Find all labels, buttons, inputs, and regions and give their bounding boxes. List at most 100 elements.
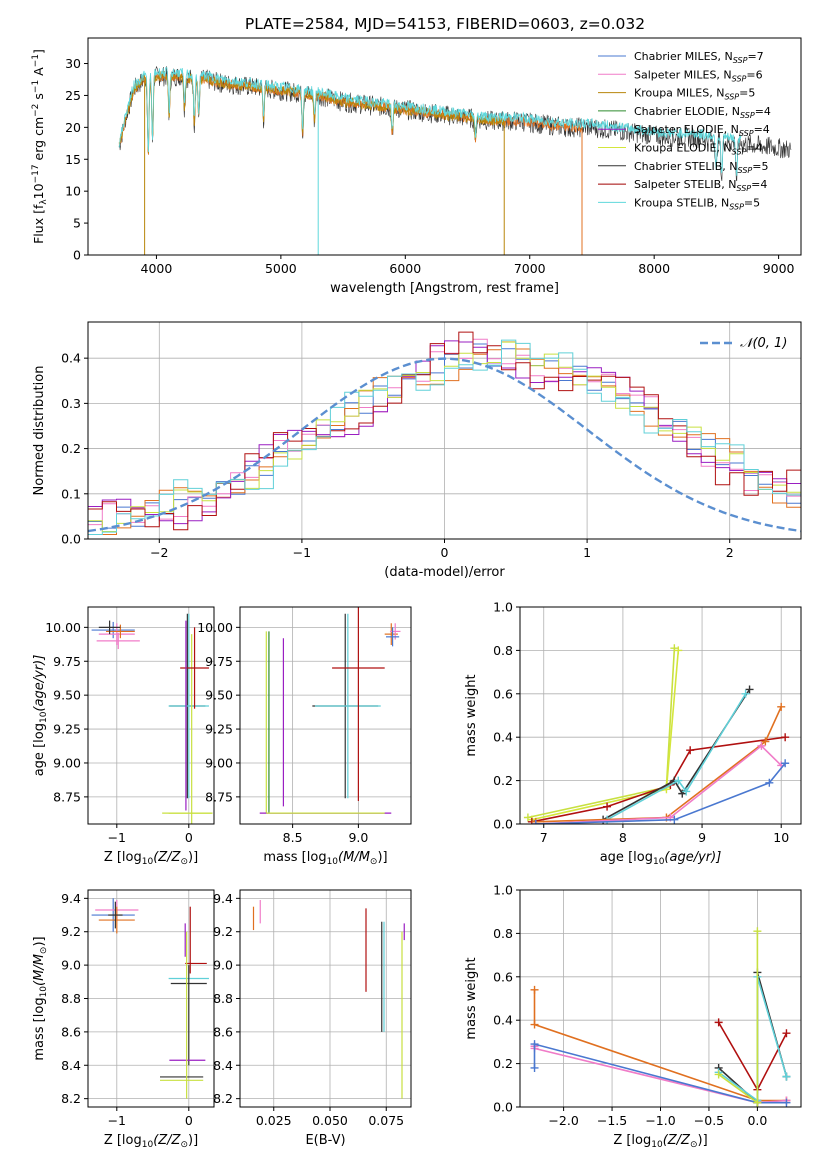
y-tick-label: 0.4 — [493, 730, 513, 745]
plot-area — [240, 607, 411, 824]
legend-entry: Salpeter STELIB, NSSP=4 — [634, 178, 767, 193]
panel-mass-vs-EBV: 0.025 0.050 0.075 8.2 8.4 8.6 8.8 9.0 9.2 9.4 E(B-… — [213, 889, 412, 1148]
x-tick-label: −2 — [150, 545, 168, 560]
data-point — [745, 685, 754, 694]
y-tick-label: 8.75 — [205, 789, 233, 804]
legend-entry: Chabrier ELODIE, NSSP=4 — [634, 105, 771, 120]
x-axis-label: (data-model)/error — [384, 565, 505, 580]
y-tick-label: 0.1 — [61, 486, 81, 501]
data-point — [714, 1018, 723, 1027]
x-tick-label: 8000 — [638, 261, 670, 276]
x-axis-label: Z [log10(Z/Z⊙)] — [104, 850, 198, 867]
data-point — [531, 820, 540, 824]
legend-entry: 𝒩(0, 1) — [740, 336, 787, 351]
y-tick-label: 0.8 — [493, 926, 513, 941]
x-tick-label: 0.050 — [312, 1113, 348, 1128]
y-tick-label: 1.0 — [493, 883, 513, 898]
panel-histogram: −2 −1 0 1 2 0.0 0.1 0.2 0.3 0.4 (data-model)/error… — [32, 321, 802, 580]
y-axis-label: Normed distribution — [32, 366, 47, 496]
y-tick-label: 9.0 — [61, 958, 81, 973]
y-tick-label: 0.6 — [493, 969, 513, 984]
data-point — [530, 1063, 539, 1072]
series-line — [531, 736, 786, 823]
x-tick-label: 9 — [698, 830, 706, 845]
y-tick-label: 0.0 — [493, 817, 513, 832]
data-point — [765, 778, 774, 787]
x-tick-label: 10 — [773, 830, 789, 845]
data-point — [682, 787, 691, 796]
x-tick-label: 7 — [540, 830, 548, 845]
y-axis-label: mass weight — [464, 957, 479, 1039]
x-tick-label: 8.5 — [283, 830, 303, 845]
y-tick-label: 0 — [73, 248, 81, 263]
y-tick-label: 9.75 — [205, 654, 233, 669]
x-tick-label: −1.5 — [597, 1113, 627, 1128]
plot-area — [88, 890, 214, 1107]
legend-entry: Kroupa MILES, NSSP=5 — [634, 87, 755, 102]
y-axis-label: mass weight — [464, 674, 479, 756]
y-tick-label: 10.00 — [45, 620, 81, 635]
data-point — [530, 985, 539, 994]
legend-entry: Chabrier MILES, NSSP=7 — [634, 50, 764, 65]
data-point — [670, 815, 679, 824]
data-point — [781, 759, 790, 768]
plot-area — [520, 607, 801, 824]
x-axis-label: Z [log10(Z/Z⊙)] — [613, 1133, 707, 1150]
y-tick-label: 0.2 — [61, 441, 81, 456]
x-tick-label: 0 — [441, 545, 449, 560]
legend-entry: Kroupa STELIB, NSSP=5 — [634, 196, 760, 211]
data-point — [753, 927, 762, 936]
x-tick-label: 1 — [583, 545, 591, 560]
x-tick-label: 0.0 — [747, 1113, 767, 1128]
x-tick-label: 4000 — [141, 261, 173, 276]
data-point — [530, 1020, 539, 1029]
y-tick-label: 9.2 — [213, 924, 233, 939]
figure-title: PLATE=2584, MJD=54153, FIBERID=0603, z=0… — [245, 15, 645, 33]
panel-spectrum: 4000 5000 6000 7000 8000 9000 0 5 10 15 20 25 30 wave… — [31, 37, 802, 296]
plot-area — [118, 65, 792, 255]
y-tick-label: 0.0 — [493, 1100, 513, 1115]
data-point — [674, 646, 683, 655]
plot-area — [88, 322, 801, 539]
x-tick-label: 6000 — [389, 261, 421, 276]
x-tick-label: −1 — [108, 1113, 126, 1128]
axes-frame — [519, 606, 802, 825]
y-tick-label: 0.4 — [61, 351, 81, 366]
series-line — [535, 706, 782, 823]
y-tick-label: 9.25 — [53, 722, 81, 737]
data-point — [674, 776, 683, 785]
plot-area — [520, 890, 801, 1107]
series-line — [535, 744, 782, 824]
data-point — [777, 702, 786, 711]
histogram-series — [88, 331, 801, 531]
y-tick-label: 8.6 — [61, 1024, 81, 1039]
y-axis-label: Flux [fλ10−17 erg cm−2 s−1 A−1] — [31, 49, 49, 244]
legend-entry: Kroupa ELODIE, NSSP=4 — [634, 142, 763, 157]
y-tick-label: 8.2 — [213, 1091, 233, 1106]
plot-area — [240, 890, 411, 1107]
x-tick-label: 0.075 — [368, 1113, 404, 1128]
x-axis-label: Z [log10(Z/Z⊙)] — [104, 1133, 198, 1150]
x-tick-label: 2 — [726, 545, 734, 560]
y-tick-label: 0.2 — [493, 773, 513, 788]
histogram-series — [88, 343, 801, 529]
y-tick-label: 9.0 — [213, 958, 233, 973]
y-tick-label: 8.4 — [213, 1058, 233, 1073]
y-tick-label: 30 — [65, 56, 81, 71]
panel-weight-vs-Z: −2.0 −1.5 −1.0 −0.5 0.0 0.0 0.2 0.4 0.6 0.8 1.0 Z [… — [464, 883, 802, 1150]
x-tick-label: 8 — [619, 830, 627, 845]
data-point — [781, 733, 790, 742]
x-axis-label: age [log10(age/yr)] — [600, 850, 722, 867]
panel-age-vs-Z: −1 0 8.75 9.00 9.25 9.50 9.75 10.00 Z [log10(Z/Z… — [32, 606, 215, 867]
series-line — [533, 989, 787, 1102]
panel-mass-vs-Z: −1 0 8.2 8.4 8.6 8.8 9.0 9.2 9.4 Z [log10(Z/Z⊙)] m… — [32, 889, 215, 1150]
data-point — [603, 802, 612, 811]
data-point — [753, 1098, 762, 1107]
panel-age-vs-mass: 8.5 9.0 8.75 9.00 9.25 9.50 9.75 10.00 mass [log… — [197, 606, 412, 867]
data-point — [782, 1072, 791, 1081]
x-tick-label: −0.5 — [694, 1113, 724, 1128]
plot-area — [88, 607, 214, 824]
y-tick-label: 20 — [65, 120, 81, 135]
y-tick-label: 9.50 — [53, 688, 81, 703]
y-tick-label: 25 — [65, 88, 81, 103]
